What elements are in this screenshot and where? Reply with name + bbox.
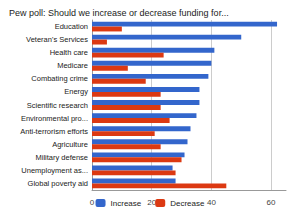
- svg-text:Global poverty aid: Global poverty aid: [28, 179, 88, 188]
- svg-text:Increase: Increase: [111, 199, 142, 208]
- svg-text:60: 60: [267, 198, 276, 207]
- svg-text:Military defense: Military defense: [35, 153, 88, 162]
- svg-text:Agriculture: Agriculture: [52, 140, 88, 149]
- svg-text:Combating crime: Combating crime: [31, 74, 88, 83]
- svg-text:Decrease: Decrease: [170, 199, 205, 208]
- svg-text:0: 0: [90, 198, 95, 207]
- svg-text:Unemployment as...: Unemployment as...: [21, 166, 88, 175]
- svg-text:Energy: Energy: [64, 87, 88, 96]
- svg-text:Scientific research: Scientific research: [27, 101, 88, 110]
- svg-text:Medicare: Medicare: [57, 61, 88, 70]
- svg-text:Environmental pro...: Environmental pro...: [21, 114, 88, 123]
- svg-text:20: 20: [147, 197, 157, 207]
- svg-text:Education: Education: [55, 22, 88, 31]
- svg-text:Pew poll: Should we increase o: Pew poll: Should we increase or decrease…: [9, 8, 229, 18]
- svg-text:Veteran's Services: Veteran's Services: [26, 35, 88, 44]
- svg-text:40: 40: [207, 198, 216, 207]
- svg-text:Health care: Health care: [50, 48, 88, 57]
- svg-text:Anti-terrorism efforts: Anti-terrorism efforts: [20, 127, 88, 136]
